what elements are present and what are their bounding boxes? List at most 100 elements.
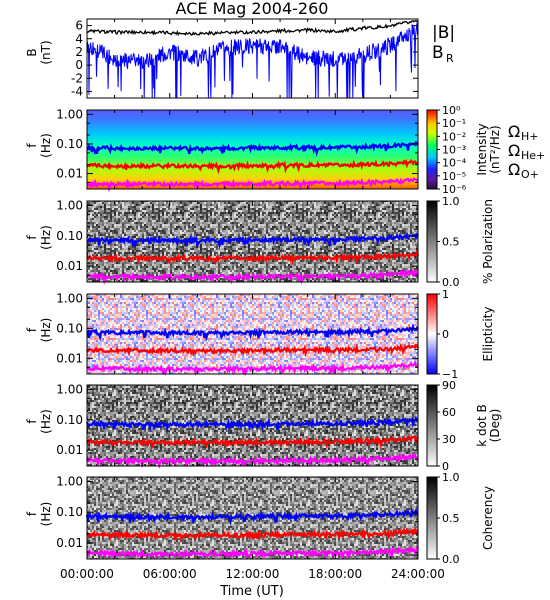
panel-ellipticity: 1.00 0.10 0.01 f (Hz) 1 0 −1 Ellipticity — [25, 288, 495, 381]
legend-br: B — [432, 43, 444, 63]
colorbar-tick-label: 90 — [442, 379, 456, 392]
legend-omega-o-plus-sub: O+ — [521, 168, 539, 181]
time-tick-label: 06:00:00 — [143, 567, 197, 581]
legend-btotal: |B| — [432, 23, 455, 43]
y-tick-label: 0.01 — [56, 443, 83, 457]
y-tick-label: 0.10 — [56, 413, 83, 427]
br-line — [86, 23, 419, 99]
y-tick-label: 0.01 — [56, 536, 83, 550]
y-axis-unit: (nT) — [39, 40, 53, 64]
gyrofreq-he-plus-line — [86, 248, 420, 266]
colorbar-tick-label: 0.5 — [442, 236, 460, 249]
legend-br-sub: R — [446, 52, 454, 65]
gyrofreq-h-plus-line — [86, 231, 419, 250]
y-tick-label: 0.10 — [56, 321, 83, 335]
colorbar-tick-label: 1 — [442, 288, 449, 301]
time-tick-label: 18:00:00 — [308, 567, 362, 581]
colorbar-tick-label: 30 — [442, 433, 456, 446]
legend-omega-h-plus-sub: H+ — [521, 130, 539, 143]
panel-polarization: 1.00 0.10 0.01 f (Hz) 1.0 0.5 0.0 % Polarization — [25, 195, 495, 289]
y-tick-label: 1.00 — [56, 474, 83, 488]
y-tick-label: 6 — [75, 19, 83, 33]
colorbar-tick-label: 0.5 — [442, 512, 460, 525]
colorbar-tick-label: 10⁰ — [442, 104, 461, 117]
gyrofreq-he-plus-line — [86, 342, 420, 358]
colorbar-unit: (Deg) — [488, 409, 502, 443]
colorbar-tick-label: 0.0 — [442, 553, 460, 566]
y-axis-label: f — [25, 419, 39, 424]
colorbar — [426, 109, 438, 190]
colorbar — [426, 200, 438, 283]
colorbar-tick-label: −1 — [442, 368, 458, 381]
y-axis-label: f — [25, 235, 39, 240]
gyrofreq-h-plus-line — [85, 507, 419, 526]
colorbar-tick-label: 10⁻² — [442, 130, 466, 143]
panel-coherency: 1.00 0.10 0.01 f (Hz) 1.0 0.5 0.0 Coherency — [25, 471, 495, 566]
colorbar-label: Ellipticity — [481, 307, 495, 362]
colorbar-tick-label: 10⁻³ — [442, 144, 466, 157]
colorbar-unit: (nT²/Hz) — [488, 125, 502, 173]
gyrofreq-h-plus-line — [86, 140, 419, 157]
colorbar-label: Coherency — [481, 486, 495, 550]
colorbar-tick-label: 0.0 — [442, 276, 460, 289]
y-tick-label: 1.00 — [56, 198, 83, 212]
panel-intensity: 1.00 0.10 0.01 f (Hz) 10⁰10⁻¹10⁻²10⁻³10⁻⁴10⁻⁵… — [25, 104, 545, 196]
x-axis-label: Time (UT) — [219, 584, 284, 599]
colorbar — [426, 293, 438, 375]
y-tick-label: 0 — [75, 58, 83, 72]
y-axis-unit: (Hz) — [39, 133, 53, 158]
y-tick-label: 2 — [75, 45, 83, 59]
gyrofreq-h-plus-line — [86, 323, 419, 342]
y-tick-label: 0.10 — [56, 229, 83, 243]
colorbar-tick-label: 60 — [442, 406, 456, 419]
time-axis: 00:00:00 06:00:00 12:00:00 18:00:00 24:00:00 — [60, 567, 445, 581]
y-axis-label: f — [25, 511, 39, 516]
colorbar-tick-label: 10⁻⁴ — [442, 157, 467, 170]
y-tick-label: 0.10 — [56, 505, 83, 519]
colorbar — [426, 384, 438, 467]
time-tick-label: 12:00:00 — [226, 567, 280, 581]
y-tick-label: -4 — [71, 84, 83, 98]
colorbar-label: k dot B — [475, 404, 489, 446]
colorbar-tick-label: 10⁻⁶ — [442, 183, 467, 196]
gyrofreq-he-plus-line — [86, 158, 419, 175]
y-tick-label: 1.00 — [56, 107, 83, 121]
time-tick-label: 24:00:00 — [391, 567, 445, 581]
y-axis-unit: (Hz) — [39, 225, 53, 250]
legend-omega-he-plus: Ω — [508, 141, 520, 160]
y-tick-label: 1.00 — [56, 382, 83, 396]
y-axis-unit: (Hz) — [39, 409, 53, 434]
y-tick-label: 0.01 — [56, 259, 83, 273]
y-tick-label: -2 — [71, 71, 83, 85]
colorbar-label: Intensity — [475, 123, 489, 175]
gyrofreq-o-plus-line — [86, 177, 419, 193]
colorbar — [426, 476, 438, 560]
gyrofreq-o-plus-line — [86, 546, 419, 561]
gyrofreq-he-plus-line — [86, 435, 419, 450]
colorbar-tick-label: 10⁻⁵ — [442, 170, 466, 183]
gyrofreq-he-plus-line — [86, 526, 419, 544]
time-tick-label: 00:00:00 — [60, 567, 114, 581]
y-tick-label: 0.01 — [56, 351, 83, 365]
panel-kdotb: 1.00 0.10 0.01 f (Hz) 90 60 30 0 k dot B (Deg) — [25, 379, 502, 473]
legend-omega-he-plus-sub: He+ — [521, 149, 545, 162]
colorbar-tick-label: 0 — [442, 460, 449, 473]
colorbar-tick-label: 1.0 — [442, 195, 460, 208]
y-axis-label: f — [25, 143, 39, 148]
y-axis-unit: (Hz) — [39, 502, 53, 527]
y-axis-unit: (Hz) — [39, 318, 53, 343]
y-tick-label: 4 — [75, 32, 83, 46]
btotal-line — [86, 19, 418, 37]
figure-title: ACE Mag 2004-260 — [176, 0, 329, 18]
y-tick-label: 1.00 — [56, 291, 83, 305]
legend-omega-h-plus: Ω — [508, 122, 520, 141]
y-axis-label: f — [25, 327, 39, 332]
gyrofreq-o-plus-line — [86, 268, 418, 285]
colorbar-tick-label: 1.0 — [442, 471, 460, 484]
colorbar-tick-label: 10⁻¹ — [442, 117, 466, 130]
y-tick-label: 0.01 — [56, 167, 83, 181]
y-axis-label: B — [25, 48, 39, 56]
